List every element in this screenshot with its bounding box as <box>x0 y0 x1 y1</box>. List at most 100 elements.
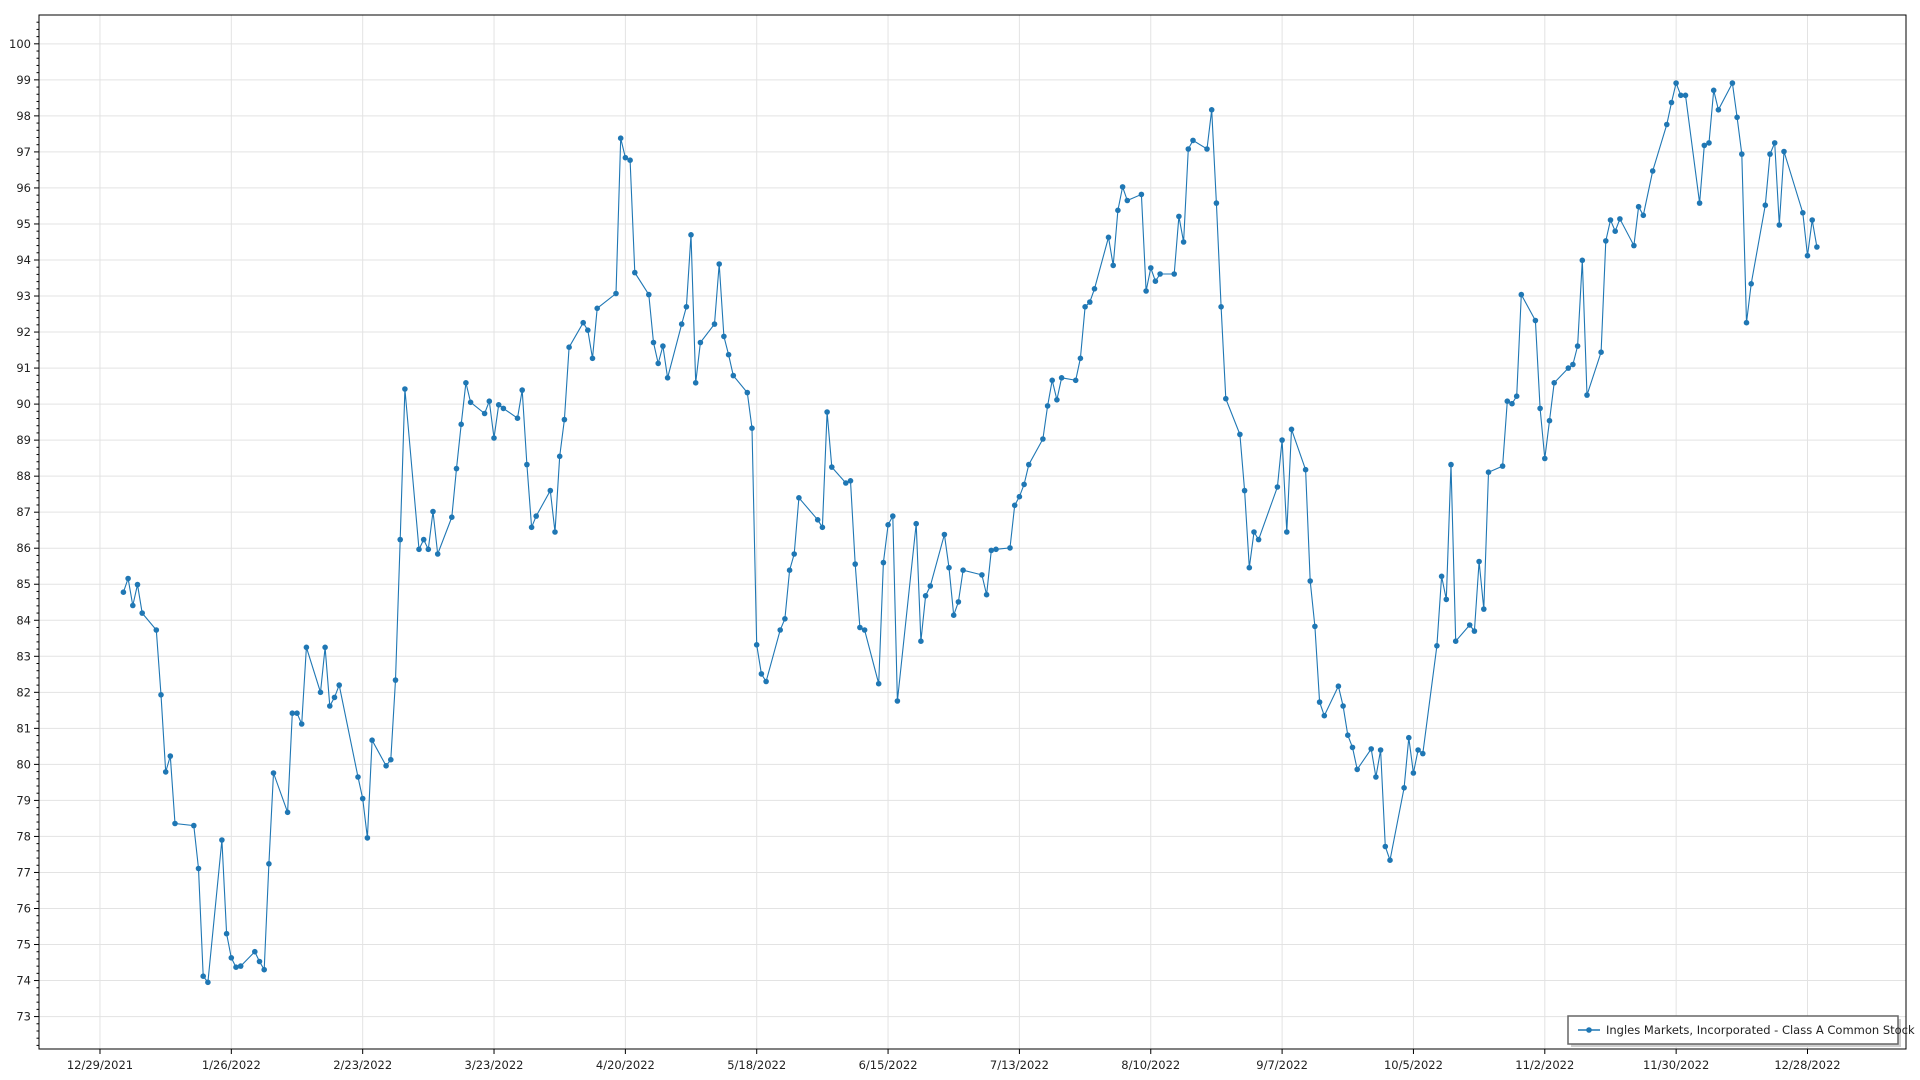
data-point <box>857 624 863 631</box>
data-point <box>632 269 638 276</box>
data-point <box>134 581 141 588</box>
series-line <box>122 81 1818 984</box>
y-tick-label: 85 <box>16 577 31 591</box>
data-point <box>753 642 760 648</box>
data-point <box>1058 375 1065 381</box>
y-tick-label: 79 <box>16 793 31 807</box>
data-point <box>655 360 661 367</box>
data-point <box>1814 244 1820 250</box>
data-point <box>289 710 296 716</box>
data-point <box>1387 857 1393 863</box>
data-point <box>1781 148 1787 155</box>
data-point <box>1739 151 1745 157</box>
y-tick-label: 95 <box>16 217 31 231</box>
data-point <box>1087 299 1093 305</box>
data-point <box>125 575 131 582</box>
y-tick-label: 74 <box>16 974 31 988</box>
data-point <box>1574 343 1581 349</box>
data-point <box>913 520 919 527</box>
grid-lines <box>39 15 1906 1049</box>
data-point <box>589 355 596 362</box>
y-tick-label: 78 <box>16 829 31 843</box>
data-point <box>744 389 751 396</box>
data-point <box>566 344 572 351</box>
data-point <box>979 572 985 578</box>
data-point <box>814 517 821 523</box>
data-point <box>1734 114 1740 121</box>
y-tick-label: 87 <box>16 505 31 519</box>
data-point <box>613 290 619 297</box>
data-point <box>763 678 769 685</box>
data-point <box>1335 683 1342 689</box>
y-tick-label: 94 <box>16 253 31 267</box>
data-point <box>594 305 600 312</box>
data-point <box>1382 843 1389 850</box>
data-point <box>397 536 404 543</box>
data-point <box>622 154 629 161</box>
data-point <box>200 973 206 979</box>
y-tick-label: 90 <box>16 397 31 411</box>
data-point <box>782 616 788 622</box>
data-point <box>481 410 488 417</box>
x-tick-label: 8/10/2022 <box>1121 1058 1180 1072</box>
data-point <box>1284 529 1290 535</box>
data-point <box>1274 484 1281 490</box>
data-point <box>1349 744 1356 751</box>
data-point <box>1185 146 1192 152</box>
data-point <box>158 692 164 698</box>
data-point <box>1584 392 1590 398</box>
y-tick-label: 80 <box>16 757 31 771</box>
data-point <box>1021 481 1027 488</box>
data-point <box>120 589 127 595</box>
data-point <box>1110 262 1116 269</box>
data-point <box>561 416 568 423</box>
data-point <box>486 398 493 405</box>
y-tick-label: 91 <box>16 361 31 375</box>
data-point <box>1026 461 1032 468</box>
data-point <box>1434 643 1440 649</box>
data-point <box>1218 304 1224 310</box>
y-tick-label: 83 <box>16 649 31 663</box>
data-point <box>1148 265 1154 271</box>
x-tick-label: 10/5/2022 <box>1384 1058 1443 1072</box>
data-point <box>993 546 999 553</box>
y-tick-label: 88 <box>16 469 31 483</box>
y-tick-label: 77 <box>16 865 31 879</box>
data-point <box>1213 200 1220 206</box>
x-tick-label: 5/18/2022 <box>727 1058 786 1072</box>
data-point <box>228 955 235 961</box>
data-point <box>219 837 225 843</box>
data-point <box>453 465 460 472</box>
data-point <box>1115 207 1121 214</box>
data-point <box>1706 140 1712 146</box>
data-point <box>1617 216 1623 222</box>
data-point <box>843 480 849 486</box>
data-point <box>500 405 507 412</box>
x-tick-label: 12/28/2022 <box>1774 1058 1840 1072</box>
data-point <box>191 822 197 829</box>
x-tick-label: 3/23/2022 <box>465 1058 524 1072</box>
data-point <box>449 514 455 520</box>
y-tick-label: 73 <box>16 1010 31 1024</box>
data-point <box>383 763 389 769</box>
data-point <box>1241 487 1248 494</box>
data-point <box>1401 785 1407 791</box>
data-point <box>223 930 230 937</box>
y-tick-label: 86 <box>16 541 31 555</box>
data-point <box>294 710 300 716</box>
data-point <box>420 536 427 543</box>
data-point <box>552 529 558 535</box>
y-tick-label: 92 <box>16 325 31 339</box>
data-point <box>1701 142 1708 149</box>
data-point <box>1673 80 1679 86</box>
data-point <box>1119 184 1126 190</box>
data-point <box>1504 398 1511 405</box>
data-point <box>1546 417 1553 424</box>
legend-marker-swatch <box>1586 1027 1592 1033</box>
data-point <box>1237 431 1243 438</box>
x-tick-label: 7/13/2022 <box>990 1058 1049 1072</box>
data-point <box>1678 92 1684 99</box>
data-point <box>1321 712 1328 719</box>
data-point <box>1251 529 1257 535</box>
data-point <box>1054 397 1060 403</box>
